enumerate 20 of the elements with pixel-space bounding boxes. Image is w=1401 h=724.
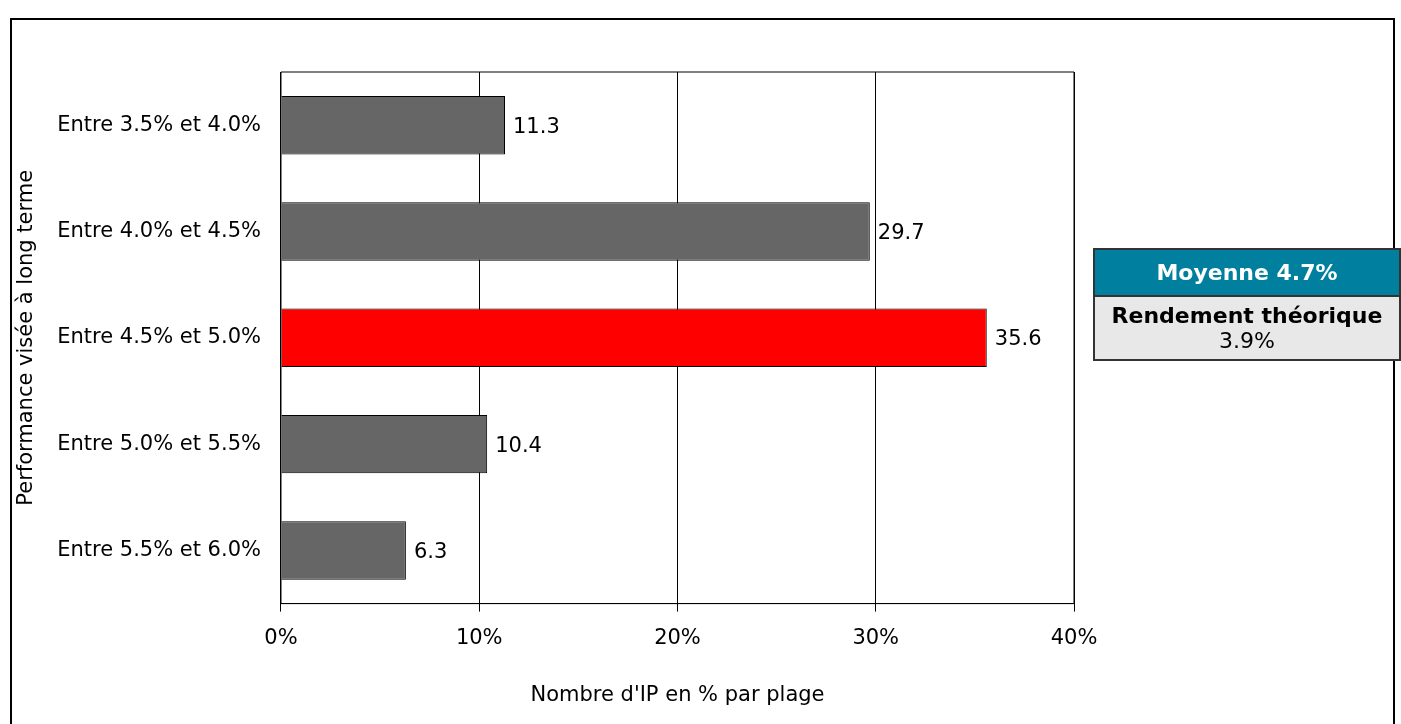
y-axis-title: Performance visée à long terme	[13, 169, 38, 506]
x-tick-label: 40%	[1050, 624, 1098, 649]
text: Moyenne 4.7%	[1095, 250, 1399, 297]
data-label: 6.3	[413, 538, 448, 563]
text: Rendement théorique	[1110, 303, 1384, 328]
y-tick-label: Entre 5.0% et 5.5%	[57, 430, 261, 455]
data-label: 11.3	[513, 113, 560, 138]
y-tick-label: Entre 5.5% et 6.0%	[57, 536, 261, 561]
x-tick-label: 0%	[264, 624, 298, 649]
x-tick-label: 20%	[654, 624, 701, 649]
y-tick-label: Entre 4.0% et 4.5%	[57, 217, 261, 242]
x-tick-label: 10%	[455, 624, 503, 649]
y-tick-label: Entre 4.5% et 5.0%	[57, 324, 261, 349]
text: 3.9%	[1218, 328, 1276, 353]
y-tick-label: Entre 3.5% et 4.0%	[57, 111, 261, 136]
data-label: 29.7	[877, 219, 925, 244]
x-tick-label: 30%	[852, 624, 900, 649]
x-axis-title: Nombre d'IP en % par plage	[530, 681, 825, 706]
data-label: 10.4	[495, 432, 542, 457]
data-label: 35.6	[994, 326, 1042, 351]
